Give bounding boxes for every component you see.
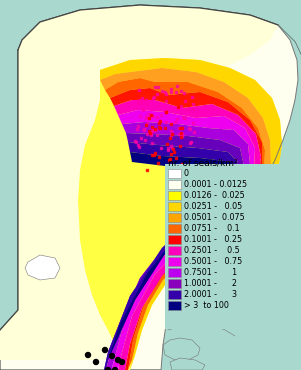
Point bbox=[172, 149, 176, 155]
Circle shape bbox=[240, 222, 249, 231]
Polygon shape bbox=[163, 338, 200, 360]
Circle shape bbox=[231, 213, 245, 227]
Point bbox=[137, 144, 142, 149]
Point bbox=[178, 130, 183, 135]
Point bbox=[142, 126, 147, 132]
Point bbox=[189, 139, 194, 145]
Point bbox=[151, 95, 156, 101]
Point bbox=[159, 112, 164, 118]
Circle shape bbox=[245, 201, 259, 215]
Text: 0.0001 - 0.0125: 0.0001 - 0.0125 bbox=[184, 180, 247, 189]
Point bbox=[165, 147, 170, 152]
Bar bbox=[168, 246, 181, 255]
Point bbox=[144, 115, 148, 121]
Point bbox=[152, 126, 157, 132]
Point bbox=[146, 115, 151, 121]
Circle shape bbox=[219, 223, 233, 237]
Bar bbox=[168, 257, 181, 266]
Point bbox=[140, 95, 145, 101]
Point bbox=[150, 124, 155, 130]
Circle shape bbox=[246, 195, 255, 205]
Circle shape bbox=[234, 205, 243, 215]
Bar bbox=[168, 279, 181, 288]
Polygon shape bbox=[112, 110, 255, 370]
Circle shape bbox=[224, 228, 232, 236]
Point bbox=[133, 138, 138, 144]
Circle shape bbox=[255, 183, 269, 197]
Text: 0: 0 bbox=[184, 169, 189, 178]
Point bbox=[191, 101, 196, 107]
Point bbox=[156, 124, 161, 130]
Point bbox=[168, 132, 173, 138]
Circle shape bbox=[234, 218, 243, 226]
Circle shape bbox=[229, 232, 238, 240]
Point bbox=[182, 115, 186, 121]
Point bbox=[191, 120, 196, 126]
Circle shape bbox=[247, 188, 256, 198]
Circle shape bbox=[235, 201, 244, 209]
Polygon shape bbox=[104, 133, 244, 370]
Point bbox=[168, 162, 173, 168]
Point bbox=[182, 98, 187, 104]
Text: 0.0251 -   0.05: 0.0251 - 0.05 bbox=[184, 202, 242, 211]
Point bbox=[157, 125, 162, 131]
Circle shape bbox=[253, 194, 262, 202]
Point bbox=[169, 128, 174, 134]
Point bbox=[168, 135, 173, 141]
Point bbox=[162, 89, 167, 95]
Polygon shape bbox=[100, 58, 282, 370]
Circle shape bbox=[250, 208, 259, 216]
Point bbox=[181, 90, 186, 96]
Circle shape bbox=[262, 188, 271, 196]
Point bbox=[175, 104, 180, 110]
Polygon shape bbox=[104, 142, 238, 370]
Point bbox=[188, 126, 193, 132]
Point bbox=[176, 125, 181, 131]
Point bbox=[150, 128, 154, 134]
Point bbox=[138, 113, 143, 119]
Point bbox=[192, 129, 197, 135]
Circle shape bbox=[113, 367, 117, 370]
Circle shape bbox=[225, 213, 234, 222]
Point bbox=[143, 137, 147, 142]
Bar bbox=[168, 268, 181, 277]
Point bbox=[164, 109, 169, 115]
Point bbox=[180, 131, 185, 137]
Point bbox=[176, 166, 181, 172]
Text: 0.0501 -  0.075: 0.0501 - 0.075 bbox=[184, 213, 245, 222]
Point bbox=[156, 154, 161, 160]
Point bbox=[144, 167, 149, 173]
Circle shape bbox=[244, 204, 253, 212]
Bar bbox=[168, 301, 181, 310]
Circle shape bbox=[228, 221, 236, 229]
Polygon shape bbox=[170, 358, 205, 370]
Text: 0.0126 -  0.025: 0.0126 - 0.025 bbox=[184, 191, 245, 200]
Point bbox=[152, 152, 157, 158]
Bar bbox=[168, 202, 181, 211]
Point bbox=[190, 94, 194, 100]
Bar bbox=[168, 180, 181, 189]
Circle shape bbox=[244, 200, 252, 208]
Point bbox=[176, 131, 181, 137]
Bar bbox=[168, 290, 181, 299]
Point bbox=[187, 140, 192, 146]
Point bbox=[160, 88, 165, 94]
Point bbox=[174, 155, 178, 161]
Circle shape bbox=[268, 184, 277, 192]
Point bbox=[141, 106, 146, 112]
Text: 0.1001 -   0.25: 0.1001 - 0.25 bbox=[184, 235, 242, 244]
Point bbox=[146, 128, 151, 134]
Point bbox=[185, 105, 189, 111]
Point bbox=[164, 109, 169, 115]
Point bbox=[159, 145, 163, 151]
Point bbox=[150, 140, 155, 146]
Point bbox=[157, 120, 161, 126]
Point bbox=[191, 106, 195, 112]
Bar bbox=[168, 213, 181, 222]
Point bbox=[154, 132, 159, 138]
Point bbox=[151, 113, 156, 119]
Point bbox=[144, 120, 149, 126]
Point bbox=[135, 142, 140, 148]
Point bbox=[190, 107, 194, 112]
